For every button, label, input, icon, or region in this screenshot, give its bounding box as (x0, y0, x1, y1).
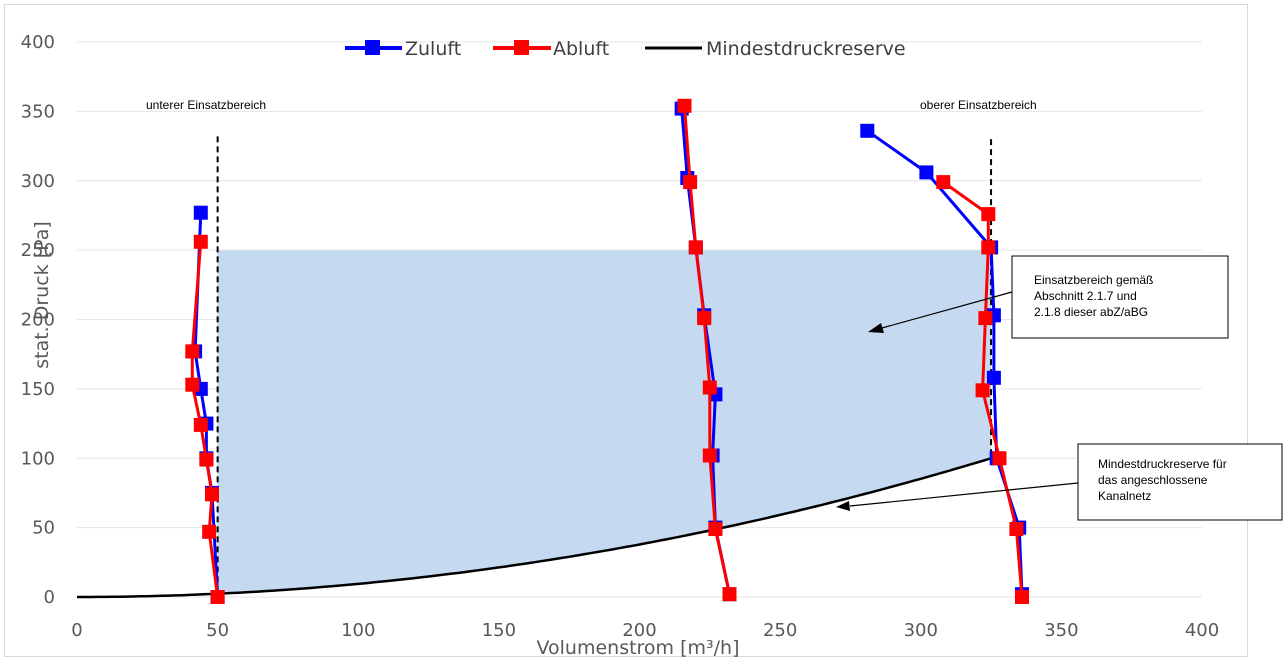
annotation-line: 2.1.8 dieser abZ/aBG (1034, 305, 1148, 319)
abluft-point (697, 311, 712, 326)
annotation-arrow-head (836, 501, 850, 511)
legend-label-mindestdruckreserve: Mindestdruckreserve (706, 38, 906, 60)
zuluft-point (919, 165, 934, 180)
legend: Zuluft Abluft Mindestdruckreserve (345, 38, 906, 60)
tick-labels: 0 50 100 150 200 250 300 350 400 0 50 100 150 200 250 3… (21, 32, 1220, 641)
annotation-box-mindestdruckreserve (1077, 443, 1283, 521)
abluft-line (683, 105, 731, 595)
abluft-point (202, 524, 217, 539)
operating-area (217, 250, 992, 594)
abluft-point (978, 311, 993, 326)
x-tick-label: 0 (71, 620, 82, 641)
label-oberer-einsatzbereich: oberer Einsatzbereich (920, 98, 1037, 112)
y-tick-label: 150 (21, 379, 55, 400)
x-tick-label: 300 (904, 620, 938, 641)
series (185, 98, 1029, 604)
zuluft-point (193, 205, 208, 220)
annotation-mindestdruckreserve: Mindestdruckreserve für das angeschlosse… (836, 443, 1283, 521)
abluft-point (722, 587, 737, 602)
y-tick-label: 300 (21, 171, 55, 192)
legend-marker-zuluft (365, 40, 380, 55)
abluft-point (677, 98, 692, 113)
x-tick-label: 350 (1044, 620, 1078, 641)
abluft-point (992, 451, 1007, 466)
zuluft-point (986, 370, 1001, 385)
abluft-point (199, 452, 214, 467)
abluft-point (193, 417, 208, 432)
annotation-arrow (881, 291, 1013, 329)
annotation-line: das angeschlossene (1098, 473, 1208, 487)
abluft-point (981, 207, 996, 222)
annotation-line: Kanalnetz (1098, 489, 1151, 503)
abluft-point (688, 240, 703, 255)
x-tick-label: 100 (341, 620, 375, 641)
y-tick-label: 100 (21, 448, 55, 469)
abluft-point (975, 383, 990, 398)
zuluft-point (860, 123, 875, 138)
x-tick-label: 200 (622, 620, 656, 641)
abluft-point (1009, 522, 1024, 536)
y-tick-label: 200 (21, 310, 55, 331)
y-tick-label: 50 (32, 518, 55, 539)
mindestdruckreserve-line (77, 457, 992, 599)
abluft-point (185, 377, 200, 392)
abluft-point (185, 344, 200, 359)
annotation-line: Einsatzbereich gemäß (1034, 273, 1153, 287)
legend-label-abluft: Abluft (553, 38, 609, 60)
abluft-point (708, 522, 723, 536)
boundary-lines (216, 136, 993, 594)
annotation-arrow-head (868, 323, 884, 333)
abluft-point (193, 234, 208, 249)
x-axis-label: Volumenstrom [m³/h] (536, 637, 739, 659)
annotation-arrow (849, 482, 1079, 507)
y-tick-label: 400 (21, 32, 55, 53)
y-tick-label: 350 (21, 101, 55, 122)
legend-label-zuluft: Zuluft (405, 38, 461, 60)
label-unterer-einsatzbereich: unterer Einsatzbereich (146, 98, 266, 112)
y-tick-label: 0 (44, 587, 55, 608)
abluft-point (702, 380, 717, 395)
legend-marker-abluft (514, 40, 529, 55)
abluft-point (981, 240, 996, 255)
x-tick-label: 150 (482, 620, 516, 641)
x-tick-label: 400 (1185, 620, 1219, 641)
chart-frame (4, 4, 1248, 657)
x-tick-label: 50 (206, 620, 229, 641)
abluft-point (1015, 590, 1029, 604)
abluft-point (702, 448, 717, 463)
annotation-einsatzbereich: Einsatzbereich gemäß Abschnitt 2.1.7 und… (868, 255, 1229, 339)
abluft-point (210, 590, 225, 604)
abluft-point (936, 175, 951, 190)
y-tick-label: 250 (21, 240, 55, 261)
y-axis-label: stat. Druck [Pa] (31, 221, 53, 369)
annotation-line: Mindestdruckreserve für (1098, 457, 1227, 471)
mindestdruckreserve-curve (77, 457, 992, 599)
abluft-point (683, 175, 698, 190)
abluft-point (205, 487, 219, 502)
annotation-line: Abschnitt 2.1.7 und (1034, 289, 1137, 303)
annotation-box-einsatzbereich (1011, 255, 1229, 339)
operating-area-fill (217, 250, 992, 594)
x-tick-label: 250 (763, 620, 797, 641)
